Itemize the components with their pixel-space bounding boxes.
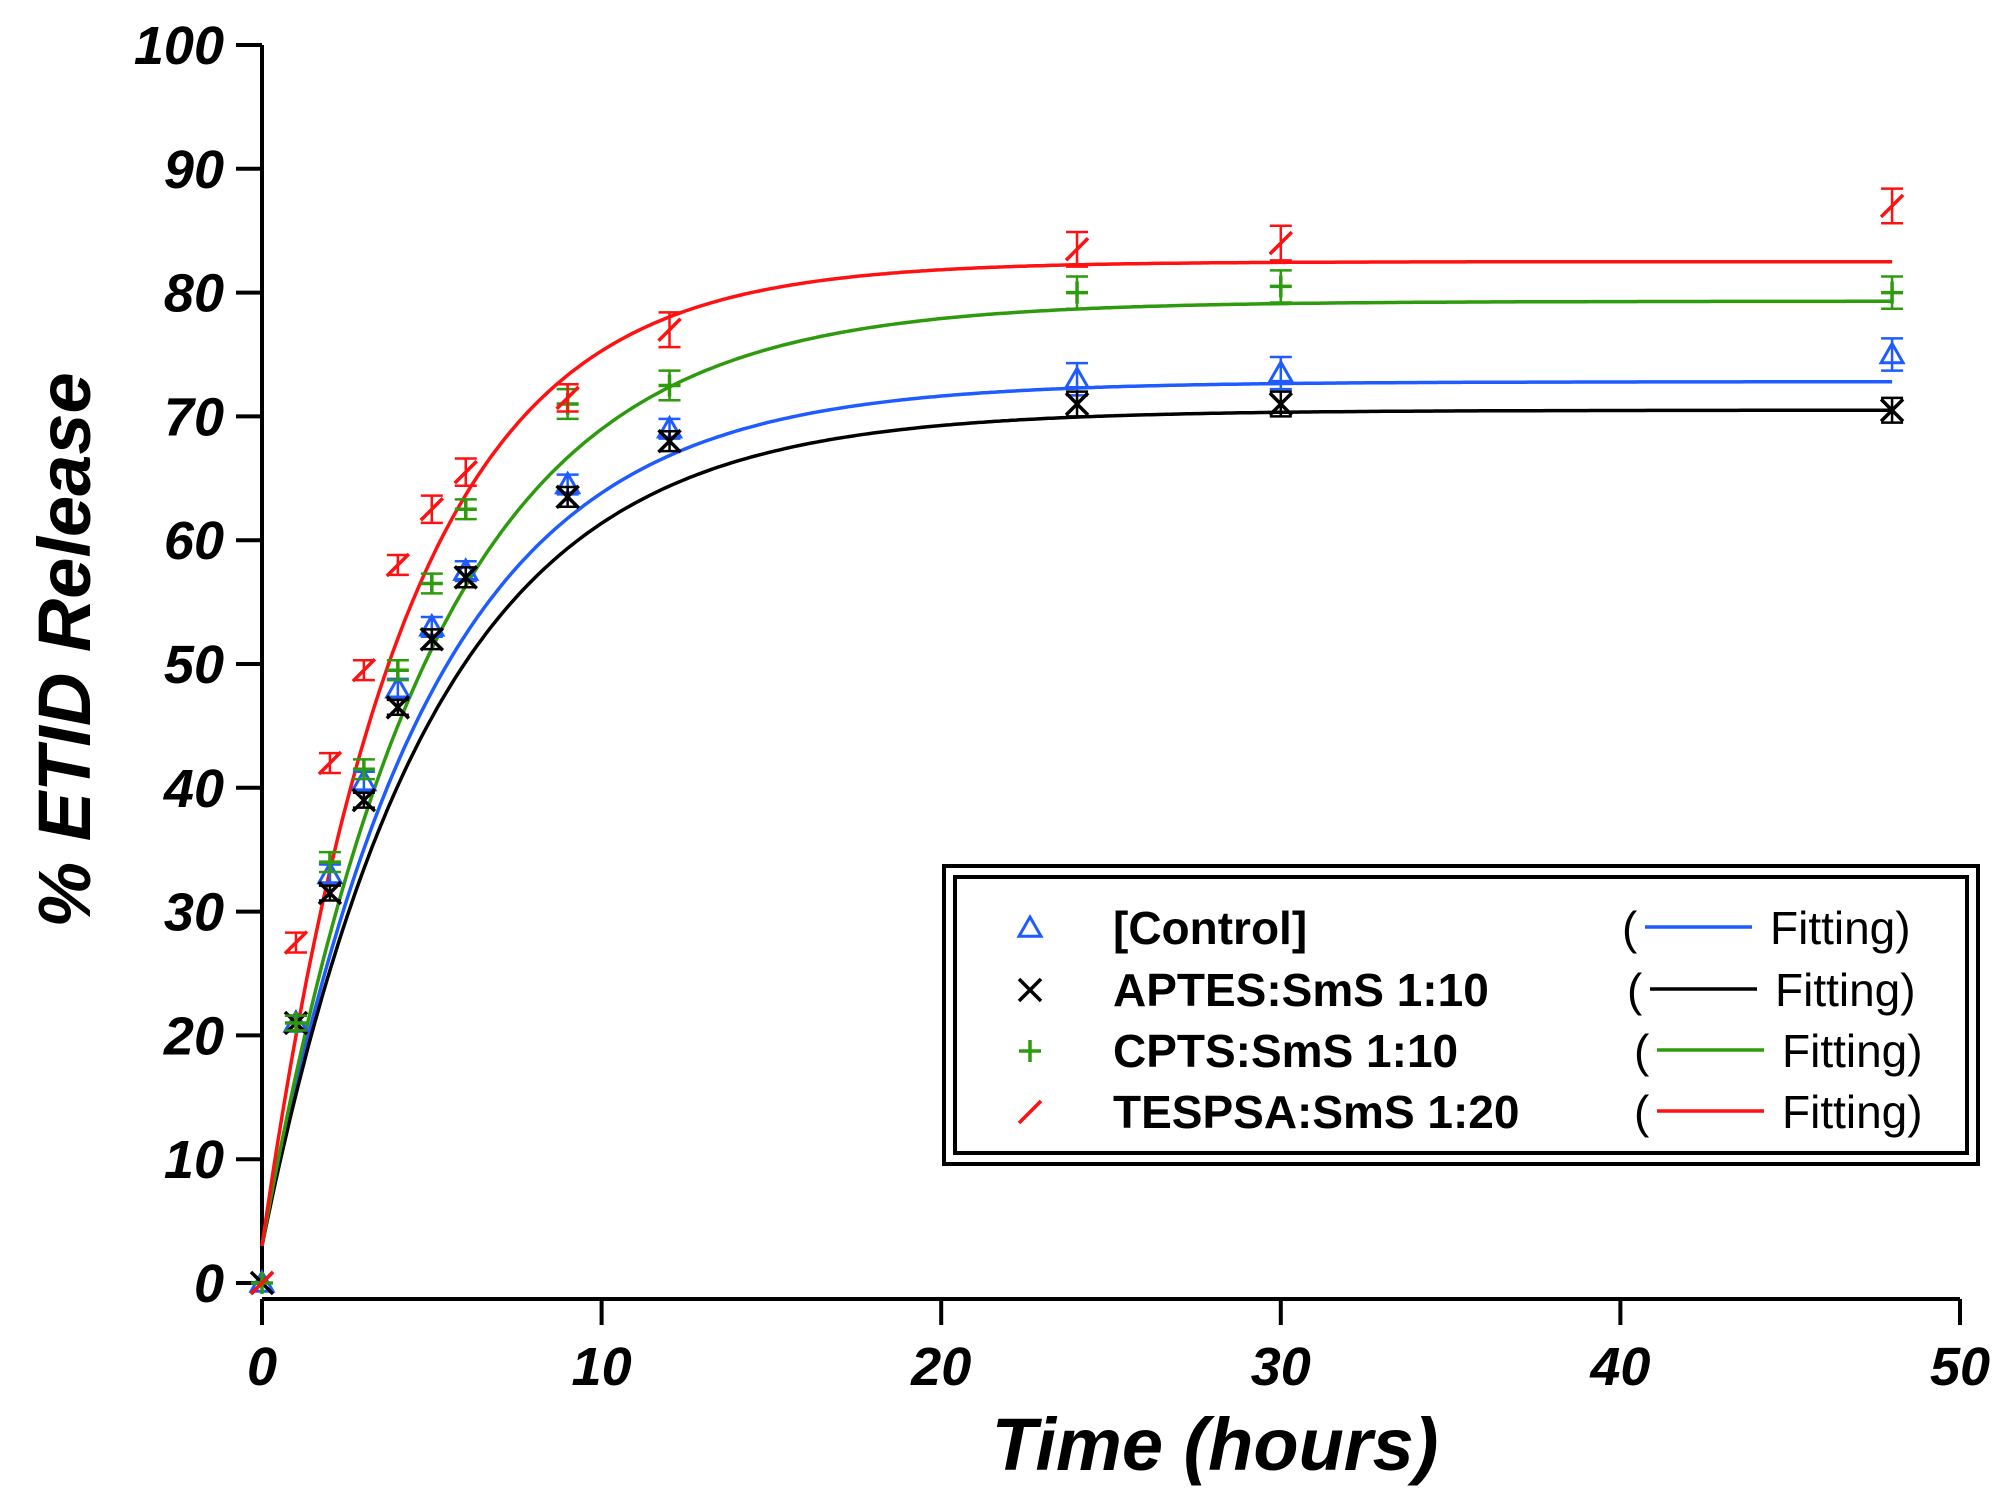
triangle-marker <box>1016 913 1044 938</box>
x-marker <box>555 484 580 510</box>
y-axis-title: % ETID Release <box>23 372 106 927</box>
plus-marker <box>386 659 409 682</box>
y-tick-label: 90 <box>164 140 224 200</box>
y-tick-label: 70 <box>164 387 224 447</box>
y-tick-label: 20 <box>163 1006 224 1066</box>
legend-fit-label: Fitting) <box>1782 1086 1923 1138</box>
legend-row: CPTS:SmS 1:10 ( Fitting) <box>1019 1025 1923 1077</box>
x-marker <box>1064 391 1090 417</box>
slash-marker <box>249 1270 275 1296</box>
x-marker <box>657 428 682 454</box>
x-marker <box>1879 397 1905 423</box>
legend-fit-label: Fitting) <box>1782 1025 1923 1077</box>
legend: [Control] ( Fitting) APTES:SmS 1:10 ( Fitting… <box>942 864 1980 1166</box>
x-tick-label: 20 <box>910 1337 971 1397</box>
legend-row: APTES:SmS 1:10 ( Fitting) <box>1017 964 1916 1016</box>
legend-paren-open: ( <box>1627 964 1643 1016</box>
y-tick-label: 60 <box>164 511 224 571</box>
x-marker <box>1017 977 1043 1003</box>
data-points <box>248 187 1906 1296</box>
legend-inner-border <box>953 875 1969 1155</box>
x-tick-label: 40 <box>1589 1337 1650 1397</box>
slash-marker <box>1064 237 1090 262</box>
x-axis-title: Time (hours) <box>992 1403 1439 1486</box>
legend-fit-label: Fitting) <box>1770 902 1911 954</box>
y-tick-label: 0 <box>194 1254 224 1314</box>
legend-fit-label: Fitting) <box>1775 964 1916 1016</box>
slash-marker <box>1879 193 1905 219</box>
x-tick-label: 30 <box>1251 1337 1311 1397</box>
y-tick-label: 100 <box>134 16 224 76</box>
plus-marker <box>1269 275 1292 298</box>
slash-marker <box>453 459 478 485</box>
axes-layer: 0 10 20 30 40 50 60 70 80 90 100 0 10 20 30 40 50 <box>134 16 1990 1397</box>
slash-marker <box>657 317 682 342</box>
x-marker <box>317 880 343 906</box>
legend-paren-open: ( <box>1622 902 1638 954</box>
x-tick-label: 50 <box>1930 1337 1990 1397</box>
plus-marker <box>1066 281 1089 304</box>
x-marker <box>419 627 445 652</box>
legend-row: TESPSA:SmS 1:20 ( Fitting) <box>1017 1086 1923 1138</box>
slash-marker <box>385 552 411 578</box>
triangle-marker <box>1267 359 1295 383</box>
plus-marker <box>1881 281 1904 304</box>
plus-marker <box>658 374 681 397</box>
x-tick-label: 0 <box>247 1337 277 1397</box>
legend-label: CPTS:SmS 1:10 <box>1113 1025 1458 1077</box>
x-marker <box>351 787 377 813</box>
slash-marker <box>555 385 580 411</box>
legend-row: [Control] ( Fitting) <box>1016 902 1911 954</box>
legend-label: [Control] <box>1113 902 1307 954</box>
slash-marker <box>419 497 445 522</box>
y-tick-label: 40 <box>163 759 224 819</box>
x-tick-label: 10 <box>572 1337 632 1397</box>
plus-marker <box>284 1012 307 1035</box>
slash-marker <box>1017 1099 1043 1125</box>
slash-marker <box>283 930 309 955</box>
plus-marker <box>454 498 477 521</box>
triangle-marker <box>1878 340 1906 365</box>
y-tick-label: 80 <box>164 264 224 324</box>
legend-paren-open: ( <box>1634 1025 1650 1077</box>
legend-outer-border <box>942 864 1980 1166</box>
triangle-marker <box>1063 365 1091 390</box>
x-marker <box>1268 391 1294 417</box>
plus-marker <box>318 851 341 874</box>
slash-marker <box>317 750 343 776</box>
y-tick-label: 10 <box>164 1130 224 1190</box>
series-points <box>249 187 1905 1296</box>
triangle-marker <box>384 674 412 699</box>
legend-paren-open: ( <box>1634 1086 1650 1138</box>
legend-label: TESPSA:SmS 1:20 <box>1113 1086 1519 1138</box>
x-marker <box>385 695 411 720</box>
plus-marker <box>420 572 443 595</box>
slash-marker <box>1268 230 1294 256</box>
x-marker <box>453 565 478 590</box>
slash-marker <box>351 657 377 683</box>
y-tick-label: 50 <box>164 635 224 695</box>
y-tick-label: 30 <box>164 883 224 943</box>
plus-marker <box>1019 1040 1041 1062</box>
plus-marker <box>352 758 375 781</box>
legend-label: APTES:SmS 1:10 <box>1113 964 1489 1016</box>
